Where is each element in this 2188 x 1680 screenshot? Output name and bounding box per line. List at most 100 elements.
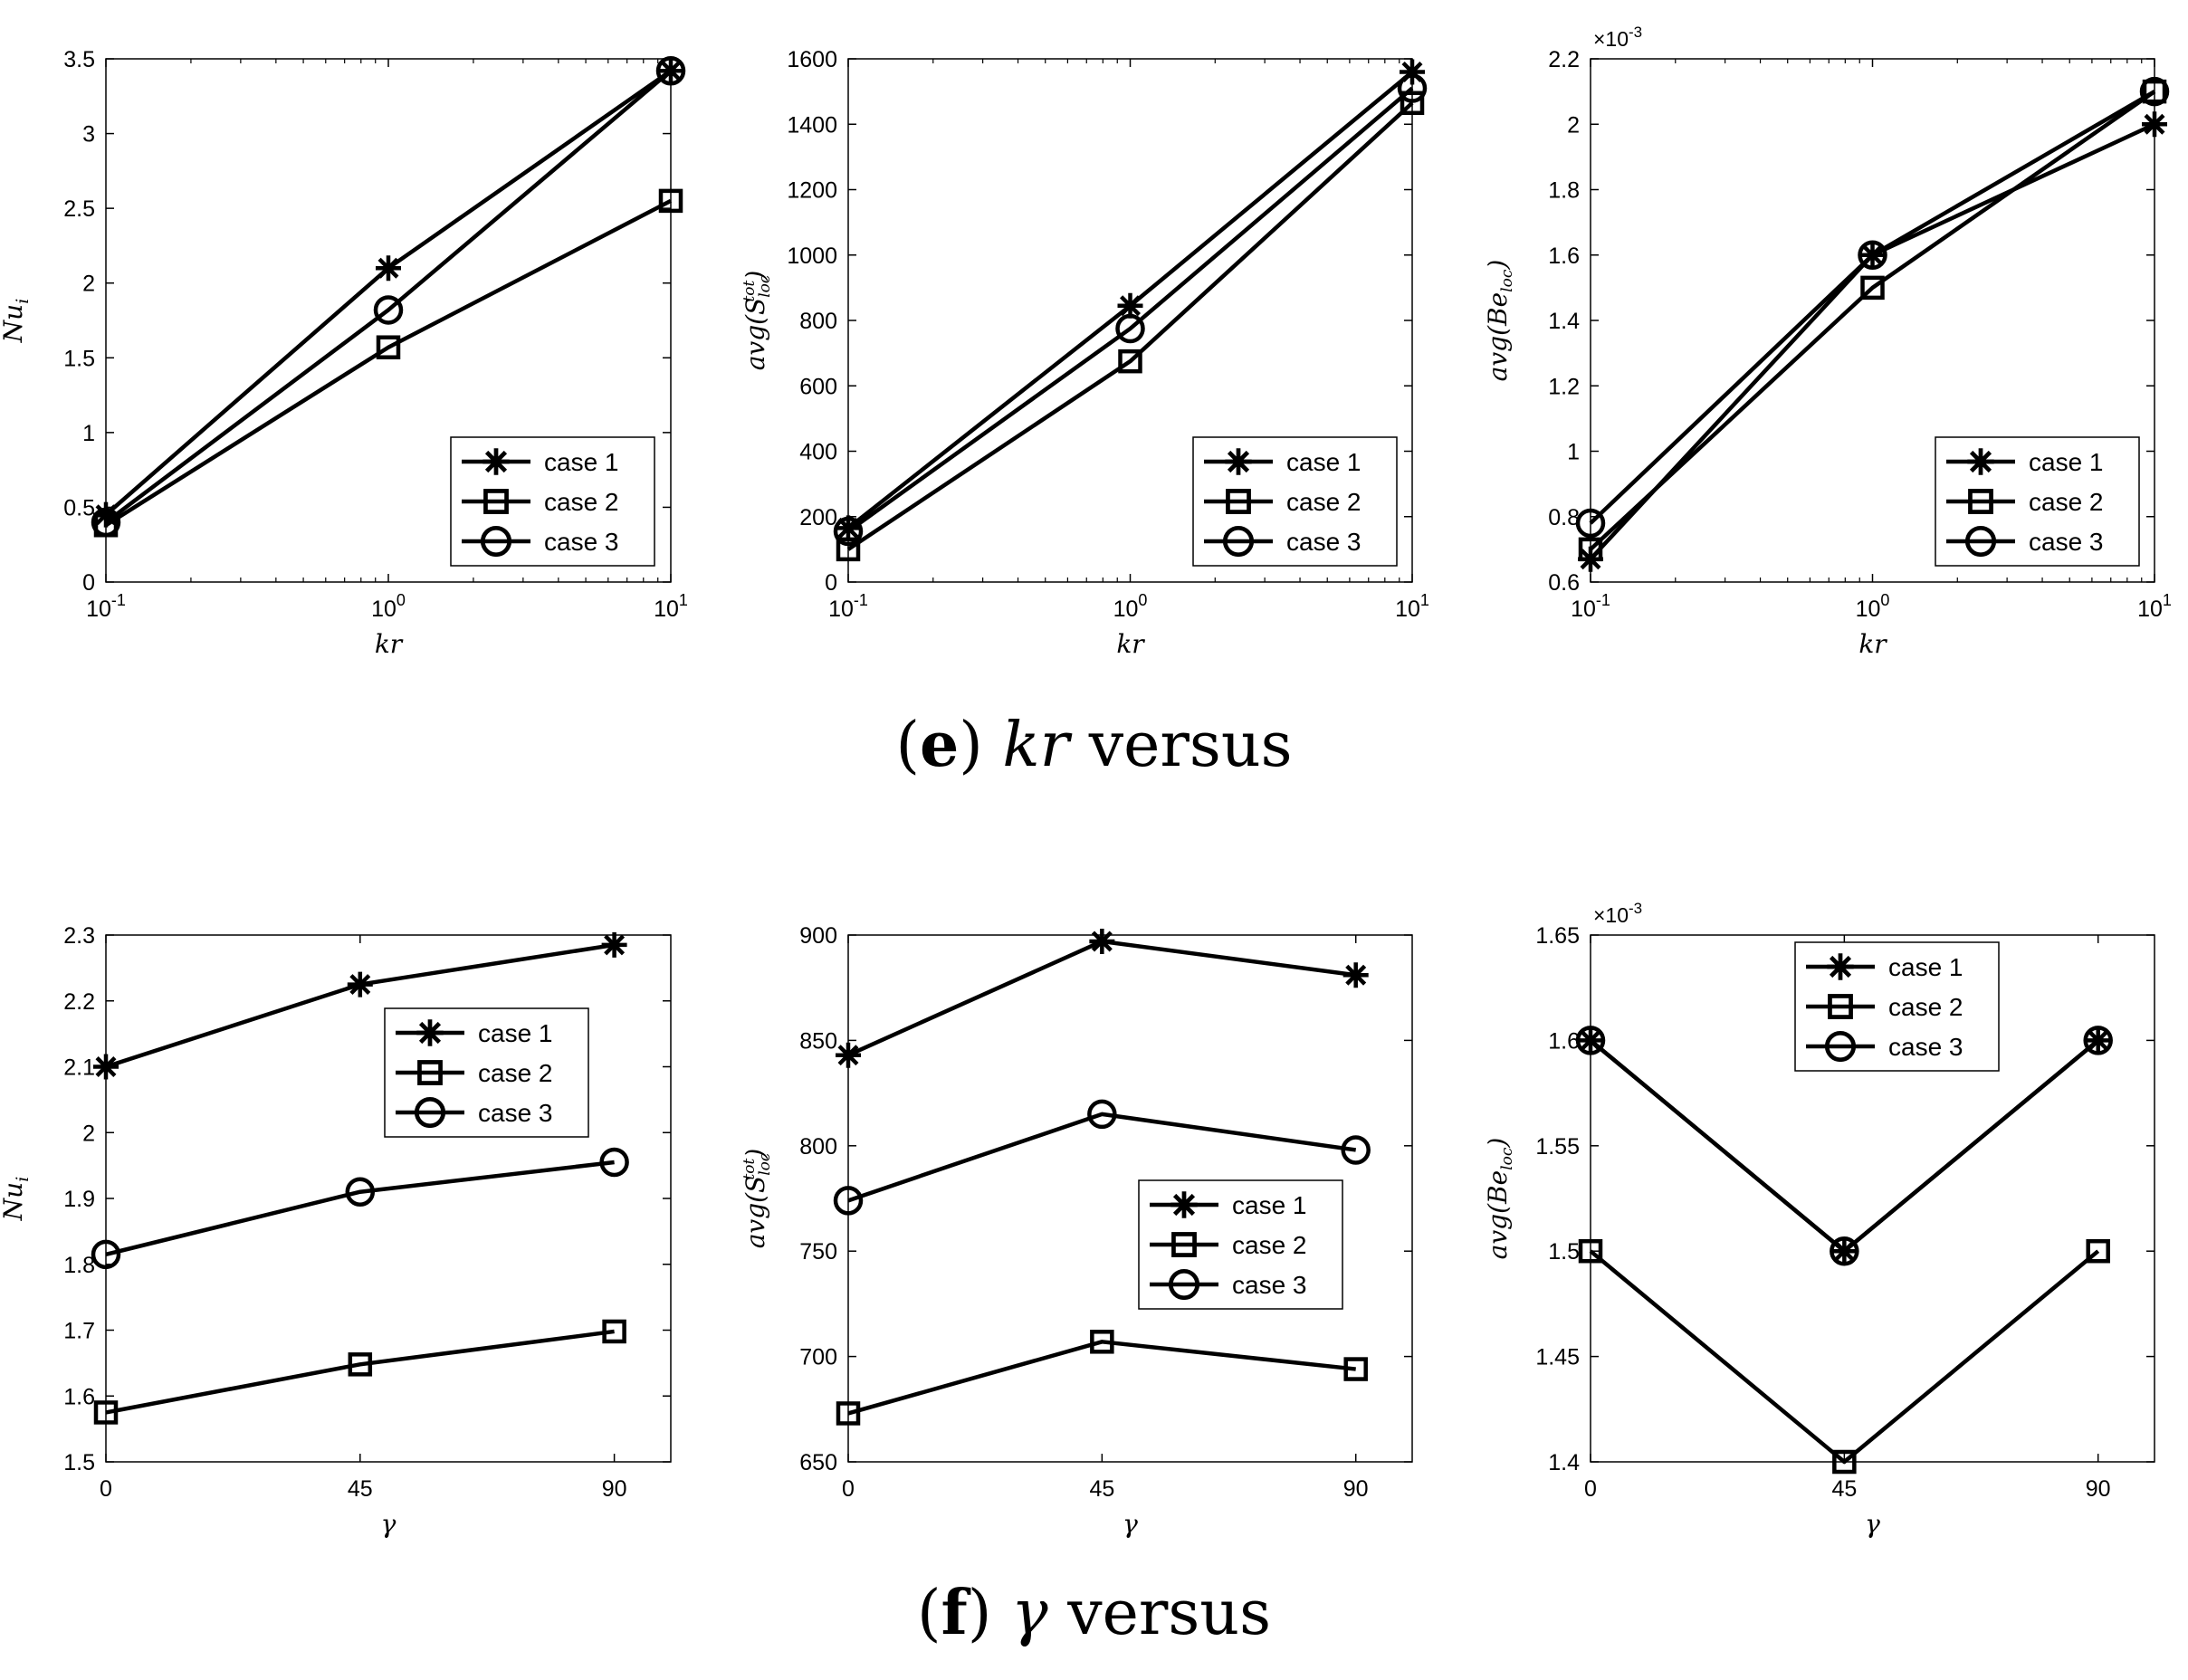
y-tick-label: 0.5 <box>63 495 95 520</box>
data-point <box>1575 1026 1606 1055</box>
data-point <box>602 1319 626 1344</box>
y-tick-label: 2 <box>82 272 95 297</box>
x-tick-label: 90 <box>1343 1476 1369 1502</box>
x-tick-label: 100 <box>371 591 406 622</box>
series-line <box>846 101 1414 551</box>
y-axis-label: avg(Beloc) <box>1483 260 1516 382</box>
legend-marker <box>1828 994 1853 1019</box>
data-point <box>347 971 373 998</box>
data-point <box>2086 1238 2110 1264</box>
series-line <box>847 1112 1357 1203</box>
x-tick-label: 10-1 <box>1571 591 1610 622</box>
chart-f-nu: 1.5 1.6 1.7 1.8 1.9 2 2.1 2.2 2.3 0 45 90 γ Nui case 1… <box>0 923 672 1539</box>
data-point <box>376 335 401 359</box>
series-1 <box>836 928 1369 1068</box>
legend-marker <box>483 448 510 475</box>
y-tick-label: 650 <box>799 1450 837 1475</box>
data-point <box>1400 91 1425 116</box>
legend-marker <box>417 1060 443 1085</box>
data-point <box>1115 313 1145 344</box>
series-line <box>105 1329 615 1415</box>
data-point <box>1343 1357 1368 1381</box>
x-tick-label: 45 <box>1831 1476 1857 1502</box>
data-point <box>833 1186 864 1216</box>
legend: case 1 case 2 case 3 <box>1794 941 2000 1072</box>
caption-e-symbol: kr <box>1002 710 1070 781</box>
legend-label: case 1 <box>2029 448 2104 476</box>
y-tick-label: 850 <box>799 1028 837 1054</box>
y-tick-label: 2 <box>82 1121 95 1146</box>
y-tick-label: 1.2 <box>1548 374 1580 399</box>
series-line <box>846 86 1414 533</box>
y-tick-label: 800 <box>799 1134 837 1160</box>
y-tick-label: 1.8 <box>63 1253 95 1278</box>
legend: case 1 case 2 case 3 <box>1138 1179 1343 1310</box>
legend-label: case 1 <box>1888 953 1963 981</box>
legend-marker <box>483 489 509 514</box>
data-point <box>2083 1026 2113 1055</box>
series-3 <box>1575 76 2170 539</box>
data-point <box>1341 1135 1371 1165</box>
y-tick-label: 1.6 <box>1548 1028 1580 1054</box>
series-2 <box>836 1330 1368 1426</box>
legend-marker <box>1967 448 1994 475</box>
data-point <box>2142 79 2167 104</box>
data-point <box>836 537 861 562</box>
y-tick-label: 1.65 <box>1535 923 1580 949</box>
legend-marker <box>1226 489 1251 514</box>
series-2 <box>1578 79 2167 562</box>
y-axis-label: avg(Beloc) <box>1483 1138 1516 1260</box>
y-tick-label: 1 <box>82 421 95 446</box>
y-tick-label: 1000 <box>787 243 837 269</box>
legend-marker <box>1968 489 1993 514</box>
y-tick-label: 1.6 <box>1548 243 1580 269</box>
data-point <box>2139 76 2170 107</box>
y-tick-label: 1.4 <box>1548 1450 1580 1475</box>
legend-label: case 2 <box>2029 488 2104 516</box>
legend-label: case 3 <box>1286 528 1362 556</box>
series-line <box>847 939 1356 1057</box>
caption-f-symbol: γ <box>1010 1578 1048 1649</box>
x-tick-label: 10-1 <box>86 591 126 622</box>
y-tick-label: 750 <box>799 1239 837 1265</box>
data-point <box>1578 537 1603 562</box>
legend-marker <box>1222 525 1255 558</box>
data-point <box>836 1042 861 1068</box>
y-axis-label: Nui <box>0 1177 33 1222</box>
legend-label: case 3 <box>478 1099 553 1127</box>
data-point <box>1578 1238 1603 1264</box>
y-tick-label: 1.5 <box>63 1450 95 1475</box>
series-line <box>1589 1249 2100 1465</box>
y-tick-label: 1.45 <box>1535 1345 1580 1370</box>
y-tick-label: 400 <box>799 440 837 465</box>
x-tick-label: 0 <box>100 1476 112 1502</box>
x-tick-label: 101 <box>2137 591 2172 622</box>
series-line <box>1589 1038 2100 1254</box>
y-exponent-label: ×10-3 <box>1593 24 1642 51</box>
x-tick-label: 45 <box>348 1476 373 1502</box>
legend-label: case 1 <box>478 1019 553 1047</box>
data-point <box>373 295 404 325</box>
y-axis-label: Nui <box>0 299 33 344</box>
data-point <box>1575 508 1606 539</box>
series-2 <box>836 91 1425 562</box>
y-tick-label: 1400 <box>787 112 837 138</box>
caption-f-text: versus <box>1047 1578 1271 1649</box>
data-point <box>348 1352 373 1377</box>
legend-label: case 2 <box>1232 1231 1307 1259</box>
legend-label: case 3 <box>1232 1271 1307 1299</box>
series-3 <box>833 1099 1371 1216</box>
y-tick-label: 1600 <box>787 47 837 72</box>
caption-e-letter: e <box>920 709 960 781</box>
data-point <box>833 516 864 547</box>
x-tick-label: 0 <box>842 1476 855 1502</box>
y-axis-label: avg(Sloctot) <box>740 1149 774 1249</box>
y-tick-label: 700 <box>799 1345 837 1370</box>
y-tick-label: 2 <box>1567 112 1580 138</box>
series-line <box>1589 1038 2100 1254</box>
caption-e: (e) kr versus <box>895 709 1293 781</box>
series-3 <box>833 73 1428 547</box>
legend: case 1 case 2 case 3 <box>1192 436 1398 567</box>
chart-f-s: 650 700 750 800 850 900 0 45 90 γ avg(Sloctot) case… <box>740 923 1413 1539</box>
